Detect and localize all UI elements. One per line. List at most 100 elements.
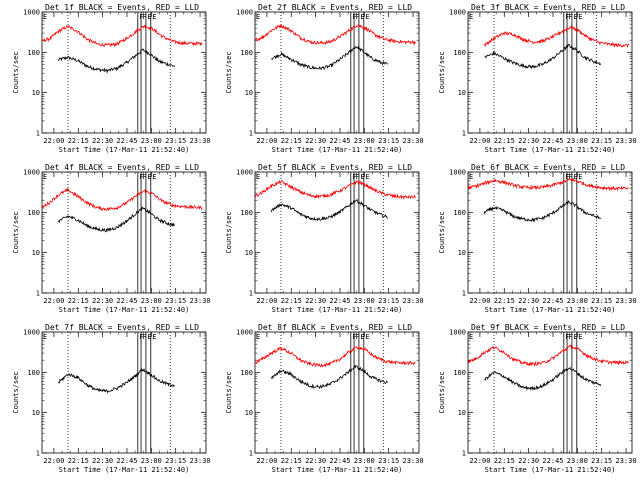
- x-axis-label: Start Time (17-Mar-11 21:52:40): [272, 466, 403, 474]
- x-tick-label: 22:45: [116, 457, 137, 465]
- marker-label: E: [360, 173, 364, 181]
- panel-title: Det 3f BLACK = Events, RED = LLD: [471, 3, 625, 12]
- series-lld-line: [483, 25, 629, 49]
- x-tick-label: 22:45: [116, 137, 137, 145]
- y-tick-label: 1: [462, 450, 466, 458]
- panel-2: Det 2f BLACK = Events, RED = LLD 1 10 100 10…: [225, 3, 424, 154]
- series-events-line: [483, 200, 601, 223]
- marker-label: E: [578, 333, 582, 341]
- marker-label: E: [147, 333, 151, 341]
- marker-label: E: [365, 13, 369, 21]
- y-axis-label: Counts/sec: [438, 371, 446, 413]
- corner-e-label: E: [256, 173, 260, 181]
- plot-frame: [254, 331, 420, 454]
- series-events-line: [57, 48, 176, 74]
- x-tick-label: 22:30: [305, 137, 326, 145]
- series-lld-line: [467, 178, 629, 192]
- marker-label: E: [578, 13, 582, 21]
- x-tick-label: 23:00: [567, 137, 588, 145]
- corner-e-label: E: [469, 173, 473, 181]
- panel-5: Det 5f BLACK = Events, RED = LLD 1 10 100 10…: [225, 163, 424, 314]
- marker-label: E: [365, 333, 369, 341]
- x-axis-label: Start Time (17-Mar-11 21:52:40): [59, 146, 190, 154]
- series-events-line: [484, 43, 602, 70]
- y-tick-label: 1: [462, 290, 466, 298]
- y-tick-label: 100: [240, 369, 253, 377]
- y-tick-label: 1: [36, 450, 40, 458]
- x-tick-label: 22:15: [494, 137, 515, 145]
- y-tick-label: 1000: [449, 329, 466, 337]
- plot-frame: [467, 171, 633, 294]
- x-axis-label: Start Time (17-Mar-11 21:52:40): [59, 306, 190, 314]
- series-lld-line: [254, 345, 416, 368]
- x-tick-label: 22:45: [542, 457, 563, 465]
- corner-e-label: E: [469, 333, 473, 341]
- y-axis-label: Counts/sec: [12, 211, 20, 253]
- panel-title: Det 6f BLACK = Events, RED = LLD: [471, 163, 625, 172]
- x-tick-label: 22:45: [116, 297, 137, 305]
- x-tick-label: 22:30: [92, 297, 113, 305]
- y-tick-label: 1000: [236, 169, 253, 177]
- marker-label: F: [569, 173, 573, 181]
- y-tick-label: 1000: [449, 9, 466, 17]
- x-tick-label: 23:15: [165, 297, 186, 305]
- x-tick-label: 22:15: [494, 457, 515, 465]
- x-tick-label: 23:00: [567, 297, 588, 305]
- y-axis-label: Counts/sec: [225, 371, 233, 413]
- marker-label: E: [152, 333, 156, 341]
- x-tick-label: 23:30: [403, 457, 424, 465]
- series-lld-line: [254, 179, 416, 200]
- panel-title: Det 8f BLACK = Events, RED = LLD: [258, 323, 412, 332]
- series-lld-line: [467, 344, 629, 367]
- x-tick-label: 23:30: [616, 137, 637, 145]
- x-tick-label: 22:30: [518, 457, 539, 465]
- x-tick-label: 22:45: [542, 137, 563, 145]
- x-tick-label: 23:00: [354, 457, 375, 465]
- x-tick-label: 23:00: [141, 297, 162, 305]
- x-tick-label: 22:00: [43, 137, 64, 145]
- y-tick-label: 1: [462, 130, 466, 138]
- y-tick-label: 1000: [23, 9, 40, 17]
- panel-title: Det 5f BLACK = Events, RED = LLD: [258, 163, 412, 172]
- y-tick-label: 1: [249, 450, 253, 458]
- x-tick-label: 23:15: [378, 137, 399, 145]
- x-tick-label: 22:30: [305, 297, 326, 305]
- corner-e-label: E: [43, 173, 47, 181]
- marker-label: E: [152, 13, 156, 21]
- y-tick-label: 1000: [236, 9, 253, 17]
- x-tick-label: 22:00: [256, 457, 277, 465]
- series-events-line: [484, 366, 602, 391]
- x-tick-label: 23:15: [165, 137, 186, 145]
- plot-frame: [467, 11, 633, 134]
- panel-title: Det 2f BLACK = Events, RED = LLD: [258, 3, 412, 12]
- y-tick-label: 1: [249, 290, 253, 298]
- marker-label: E: [573, 13, 577, 21]
- y-tick-label: 10: [245, 89, 253, 97]
- x-tick-label: 22:45: [329, 137, 350, 145]
- x-tick-label: 22:15: [68, 297, 89, 305]
- x-tick-label: 22:00: [43, 457, 64, 465]
- y-tick-label: 100: [27, 209, 40, 217]
- x-tick-label: 22:30: [305, 457, 326, 465]
- y-tick-label: 100: [27, 49, 40, 57]
- panel-6: Det 6f BLACK = Events, RED = LLD 1 10 100 10…: [438, 163, 637, 314]
- series-lld-line: [41, 188, 203, 212]
- x-tick-label: 23:15: [165, 457, 186, 465]
- x-tick-label: 23:15: [591, 137, 612, 145]
- x-tick-label: 23:00: [354, 297, 375, 305]
- y-tick-label: 1000: [236, 329, 253, 337]
- x-axis-label: Start Time (17-Mar-11 21:52:40): [485, 146, 616, 154]
- marker-label: E: [360, 13, 364, 21]
- x-tick-label: 23:00: [354, 137, 375, 145]
- plot-frame: [41, 171, 207, 294]
- x-tick-label: 22:15: [494, 297, 515, 305]
- marker-label: E: [365, 173, 369, 181]
- plot-frame: [254, 171, 420, 294]
- x-tick-label: 22:45: [329, 457, 350, 465]
- panel-1: Det 1f BLACK = Events, RED = LLD 1 10 100 10…: [12, 3, 211, 154]
- marker-label: E: [573, 173, 577, 181]
- x-tick-label: 23:30: [403, 297, 424, 305]
- y-tick-label: 1: [36, 290, 40, 298]
- panel-title: Det 4f BLACK = Events, RED = LLD: [45, 163, 199, 172]
